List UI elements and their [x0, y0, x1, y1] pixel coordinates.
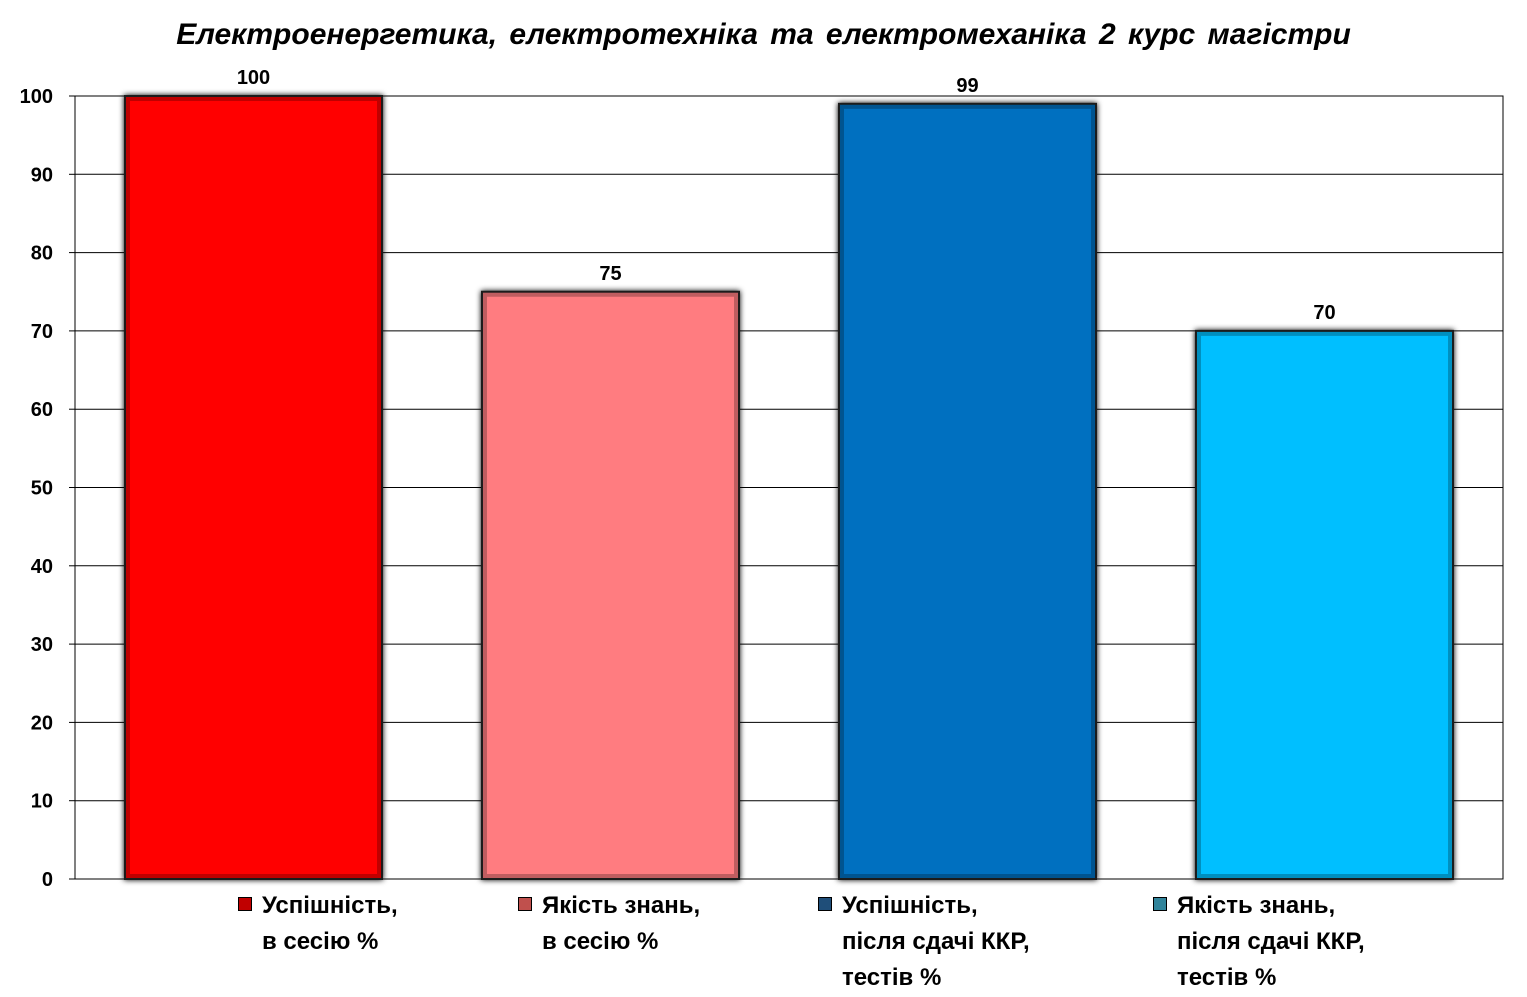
y-tick-label: 20	[31, 712, 53, 734]
y-tick-label: 40	[31, 556, 53, 578]
data-label: 99	[956, 75, 978, 97]
y-tick-label: 70	[31, 321, 53, 343]
bar-bevel	[125, 97, 382, 878]
legend-label: Якість знань, після сдачі ККР, тестів %	[1177, 892, 1365, 991]
legend-swatch	[238, 897, 252, 911]
legend-label: Успішність, в сесію %	[262, 892, 398, 955]
y-tick-label: 90	[31, 164, 53, 186]
y-tick-label: 0	[42, 869, 53, 891]
legend-label: Якість знань, в сесію %	[542, 892, 701, 955]
bar-bevel	[839, 104, 1096, 878]
bar	[123, 95, 384, 880]
bar	[837, 102, 1098, 880]
data-label: 70	[1313, 302, 1335, 324]
y-tick-label: 80	[31, 243, 53, 265]
data-label: 100	[237, 67, 270, 89]
legend-swatch	[518, 897, 532, 911]
y-tick-label: 50	[31, 478, 53, 500]
chart-title: Електроенергетика, електротехніка та еле…	[176, 18, 1351, 51]
data-label: 75	[599, 263, 621, 285]
legend-label: Успішність, після сдачі ККР, тестів %	[842, 892, 1030, 991]
y-axis: 0 10 20 30 40 50 60 70 80 90 100	[20, 86, 75, 891]
bar-bevel	[1196, 331, 1453, 878]
bars	[123, 95, 1455, 880]
legend-swatch	[1153, 897, 1167, 911]
y-tick-label: 60	[31, 399, 53, 421]
bar	[480, 290, 741, 880]
bar	[1194, 329, 1455, 880]
y-tick-label: 100	[20, 86, 53, 108]
legend-swatch	[818, 897, 832, 911]
data-labels: 100 75 99 70	[237, 67, 1336, 324]
y-tick-label: 30	[31, 634, 53, 656]
y-tick-label: 10	[31, 791, 53, 813]
bar-bevel	[482, 292, 739, 878]
